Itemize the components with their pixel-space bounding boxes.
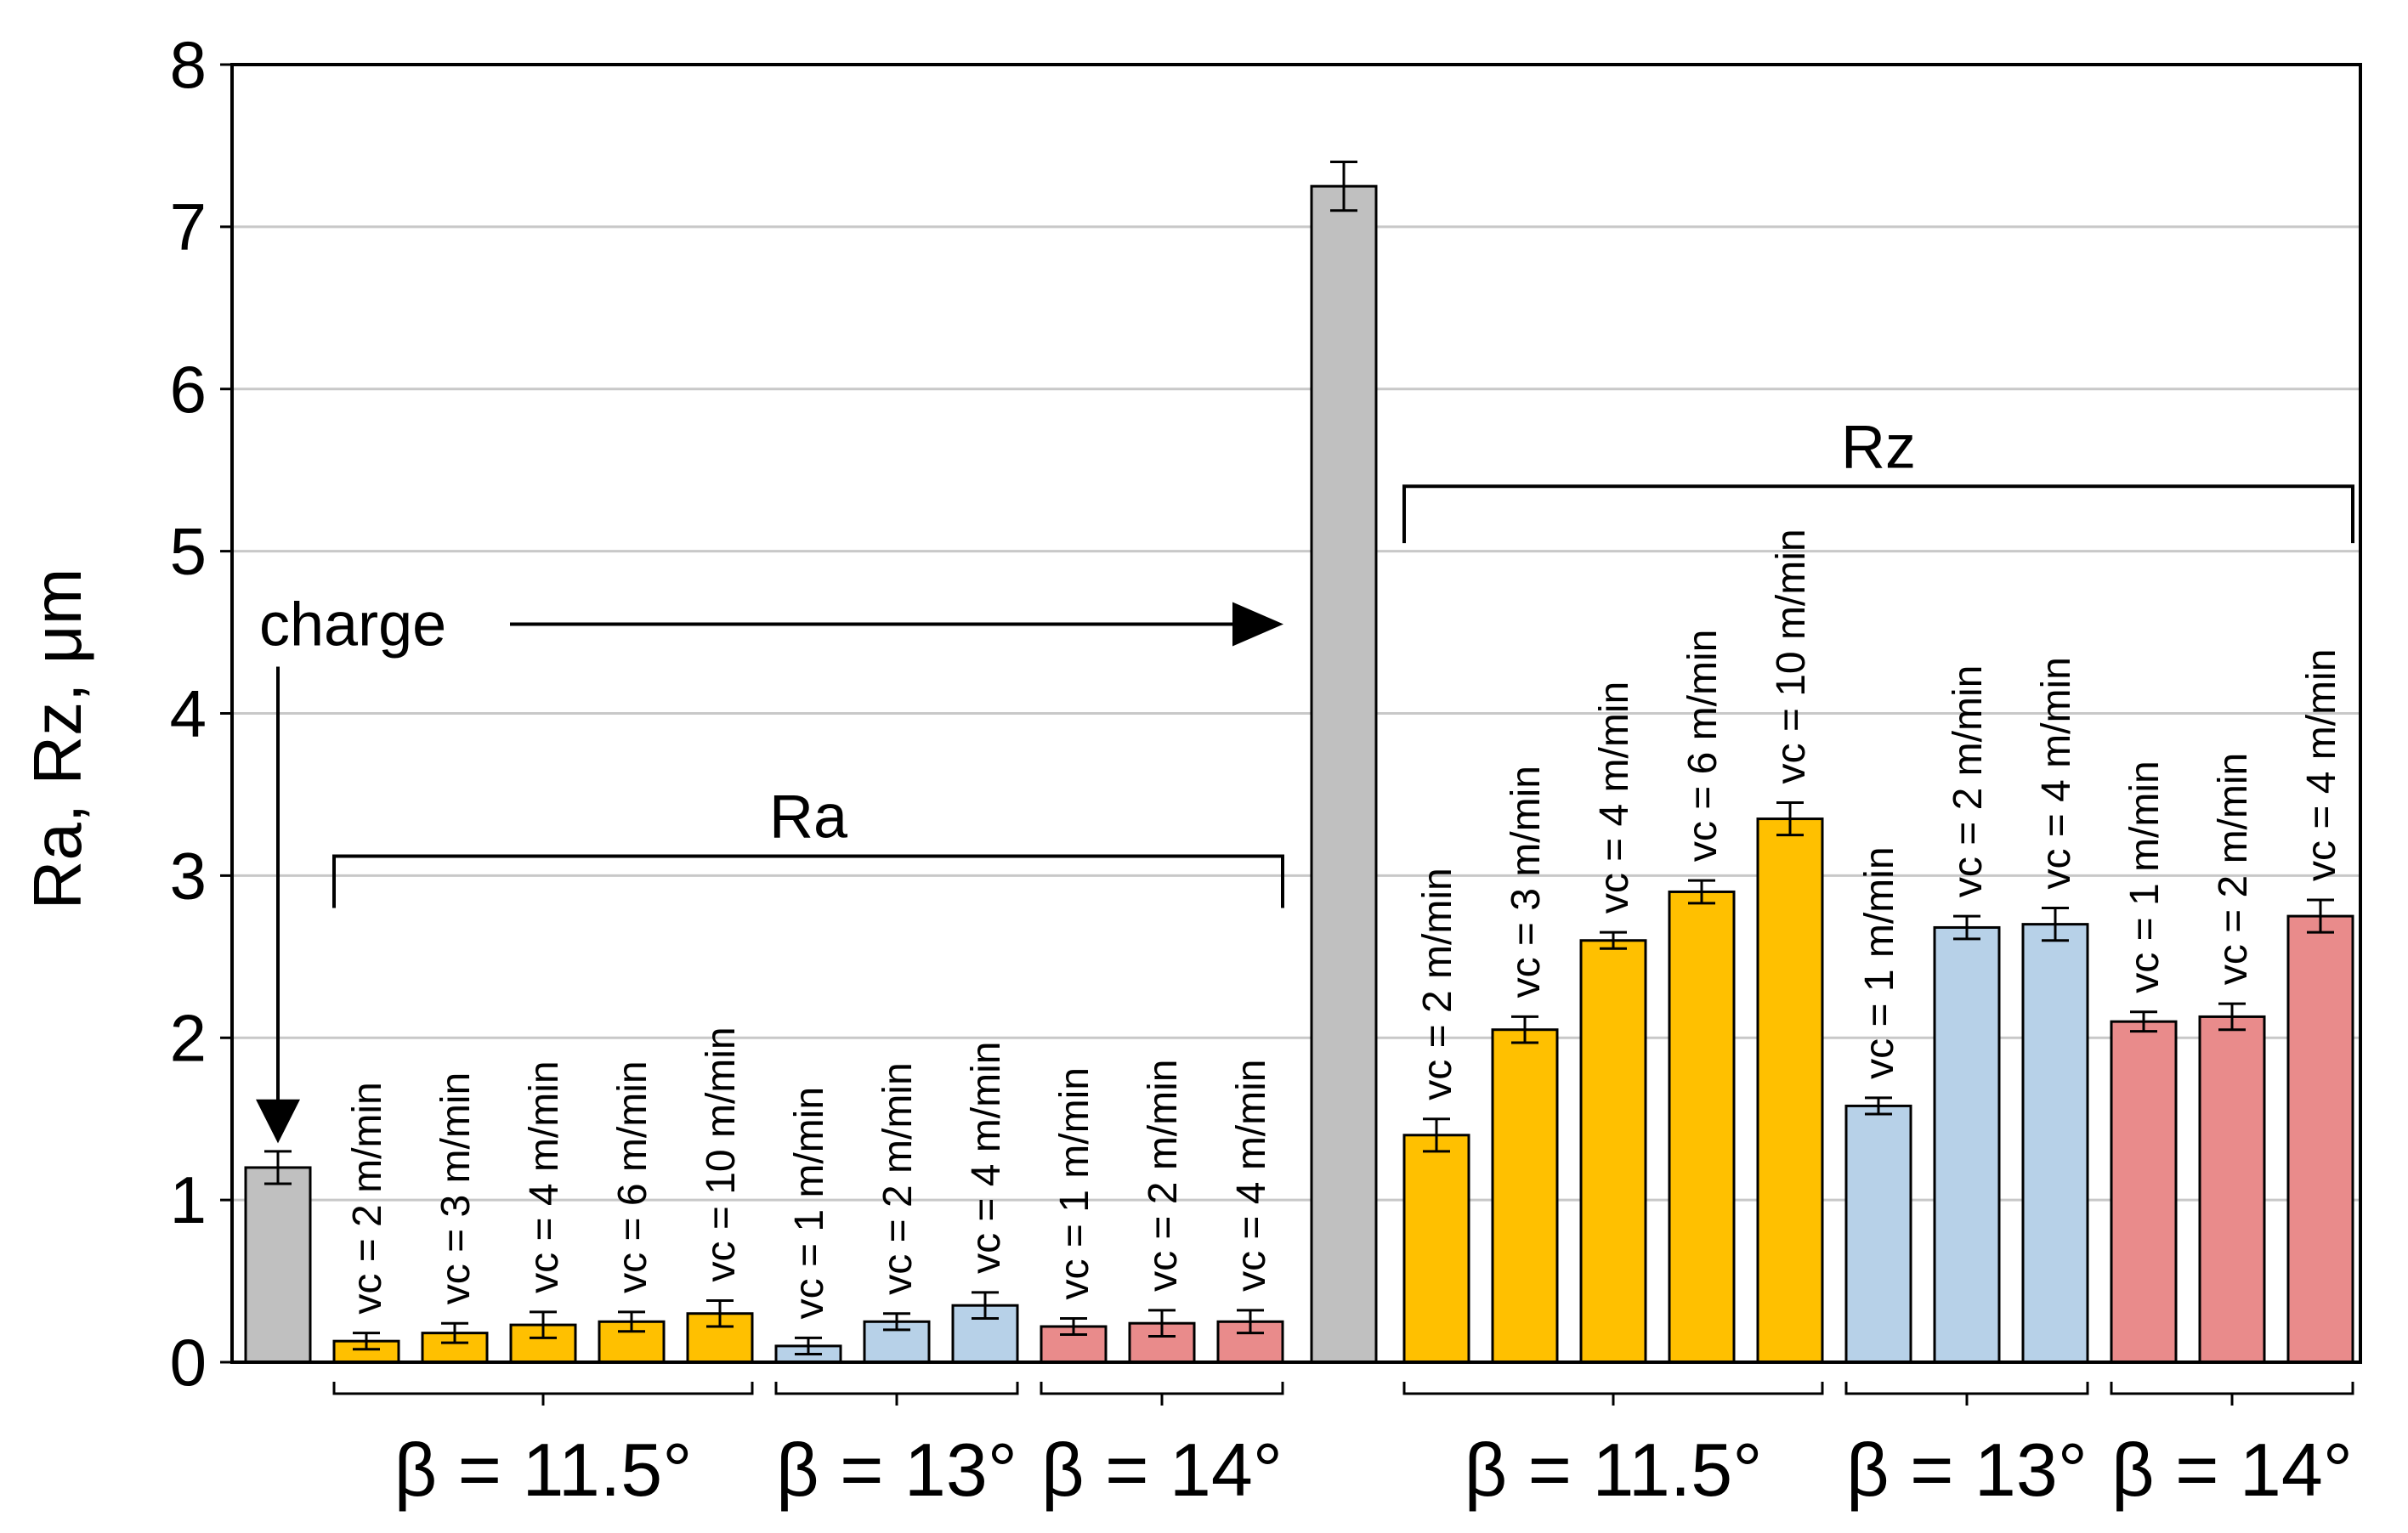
bar-label: vc = 1 m/min bbox=[2122, 761, 2167, 993]
y-tick-label: 3 bbox=[170, 838, 207, 913]
bar-label: vc = 10 m/min bbox=[699, 1027, 744, 1281]
bar-label: vc = 10 m/min bbox=[1769, 529, 1814, 783]
charge-label: charge bbox=[259, 591, 446, 659]
group-bracket bbox=[332, 1382, 754, 1395]
bar-label: vc = 1 m/min bbox=[787, 1087, 832, 1319]
group-label: β = 11.5° bbox=[394, 1428, 693, 1512]
y-tick-label: 5 bbox=[170, 514, 207, 589]
bar bbox=[1933, 925, 2001, 1364]
group-label: β = 14° bbox=[1041, 1428, 1283, 1512]
bar-label: vc = 3 m/min bbox=[1504, 766, 1549, 998]
bar bbox=[2198, 1015, 2266, 1364]
bar bbox=[1402, 1134, 1470, 1364]
group-bracket bbox=[2110, 1382, 2354, 1395]
bar bbox=[244, 1166, 312, 1364]
annotations: Ra Rz charge bbox=[256, 413, 2354, 1144]
charge-arrow-right-head bbox=[1232, 602, 1283, 647]
bar bbox=[1756, 817, 1824, 1364]
bar-label: vc = 2 m/min bbox=[1946, 665, 1991, 897]
bar-label: vc = 6 m/min bbox=[1680, 630, 1725, 862]
y-axis-title: Ra, Rz, μm bbox=[20, 569, 95, 910]
bar bbox=[1668, 890, 1736, 1364]
bar bbox=[2110, 1020, 2178, 1364]
y-tick-label: 1 bbox=[170, 1162, 207, 1237]
bar-label: vc = 1 m/min bbox=[1857, 846, 1902, 1078]
bar-label: vc = 2 m/min bbox=[1415, 868, 1460, 1100]
bar-label: vc = 2 m/min bbox=[875, 1062, 921, 1294]
group-bracket bbox=[1402, 1382, 1824, 1395]
y-tick-label: 6 bbox=[170, 352, 207, 427]
group-bracket bbox=[774, 1382, 1019, 1395]
y-tick-label: 0 bbox=[170, 1325, 207, 1400]
bar bbox=[1844, 1104, 1912, 1364]
rz-bracket-label: Rz bbox=[1841, 413, 1916, 481]
bar-label: vc = 2 m/min bbox=[345, 1082, 390, 1314]
grid-lines bbox=[232, 225, 2360, 1202]
bar-label: vc = 2 m/min bbox=[2211, 753, 2256, 985]
y-tick-label: 7 bbox=[170, 190, 207, 264]
ra-bracket bbox=[332, 854, 1284, 908]
bar-label: vc = 4 m/min bbox=[1592, 682, 1637, 914]
group-labels: β = 11.5° β = 13° β = 14° β = 11.5° β = 13° β… bbox=[332, 1382, 2354, 1512]
group-label: β = 14° bbox=[2111, 1428, 2353, 1512]
bar bbox=[1579, 939, 1647, 1364]
ra-bracket-label: Ra bbox=[769, 783, 848, 851]
group-label: β = 13° bbox=[776, 1428, 1017, 1512]
bar bbox=[2021, 923, 2089, 1364]
bar-label: vc = 3 m/min bbox=[433, 1072, 479, 1304]
charge-arrow-down-head bbox=[256, 1099, 300, 1144]
rz-bracket bbox=[1402, 484, 2354, 544]
y-tick-label: 4 bbox=[170, 676, 207, 751]
bar-labels: vc = 2 m/min vc = 3 m/min vc = 4 m/min vc =… bbox=[345, 529, 2344, 1319]
y-tick-label: 8 bbox=[170, 27, 207, 102]
bar-label: vc = 6 m/min bbox=[610, 1061, 655, 1293]
bar-label: vc = 1 m/min bbox=[1052, 1067, 1097, 1299]
bar-label: vc = 4 m/min bbox=[2034, 657, 2079, 889]
bar-label: vc = 4 m/min bbox=[2299, 649, 2344, 881]
group-label: β = 11.5° bbox=[1465, 1428, 1763, 1512]
y-tick-label: 2 bbox=[170, 1000, 207, 1075]
bar bbox=[2286, 914, 2354, 1364]
bar-label: vc = 2 m/min bbox=[1141, 1060, 1186, 1292]
bar bbox=[1491, 1028, 1559, 1364]
bar-label: vc = 4 m/min bbox=[964, 1042, 1009, 1274]
group-bracket bbox=[1844, 1382, 2089, 1395]
bar-label: vc = 4 m/min bbox=[522, 1061, 567, 1293]
y-axis: 0 1 2 3 4 5 6 7 8 bbox=[170, 27, 232, 1400]
bar bbox=[1310, 184, 1378, 1364]
bar-label: vc = 4 m/min bbox=[1229, 1060, 1274, 1292]
group-bracket bbox=[1040, 1382, 1284, 1395]
group-label: β = 13° bbox=[1846, 1428, 2088, 1512]
bars bbox=[244, 161, 2354, 1364]
